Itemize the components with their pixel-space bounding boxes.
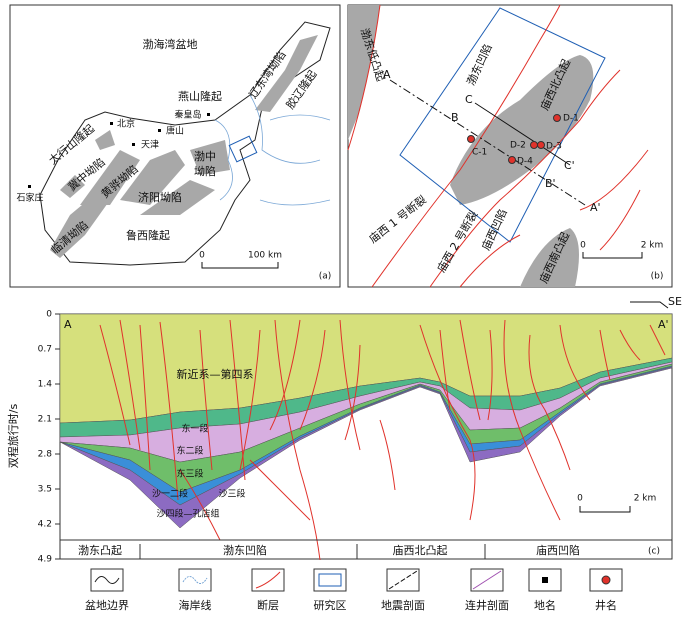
point-label: A (383, 68, 391, 81)
place-label: 秦皇岛 (174, 109, 201, 121)
panel-a: 渤海湾盆地 燕山隆起 秦皇岛 辽东湾坳陷 胶辽隆起 太行山隆起 北京 唐山 天津… (9, 4, 341, 288)
scale-label: 0 (199, 251, 205, 261)
uplift (520, 228, 579, 287)
legend-icon (388, 570, 418, 590)
zone-label: 庙西凹陷 (536, 543, 580, 557)
zone-label: 庙西北凸起 (393, 543, 448, 557)
legend: 盆地边界 海岸线 断层 研究区 地震剖面 连井剖面 地名 井名 (85, 568, 623, 612)
place-label: 渤海湾盆地 (143, 37, 198, 51)
well-label: D-3 (546, 142, 562, 152)
legend-icon (255, 571, 281, 589)
faults (347, 4, 649, 288)
legend-icon (94, 576, 120, 584)
direction-arrow (630, 301, 669, 309)
point-label: B' (545, 177, 556, 190)
zone-label: 渤东凹陷 (223, 543, 267, 557)
scale-bar (201, 262, 279, 269)
y-tick-label: 4.9 (38, 555, 53, 565)
y-tick-label: 2.8 (38, 450, 53, 460)
section-end: A' (658, 318, 669, 331)
place-label: 鲁西隆起 (126, 228, 170, 242)
panel-tag: (c) (648, 547, 660, 557)
y-axis-label: 双程旅行时/s (6, 404, 20, 469)
y-tick-label: 3.5 (38, 485, 52, 495)
scale-label: 100 km (248, 251, 282, 261)
legend-label: 地名 (534, 598, 556, 612)
legend-box (251, 568, 285, 592)
places (28, 113, 210, 188)
legend-label: 研究区 (314, 598, 347, 612)
panel-tag: (a) (319, 272, 332, 282)
legend-label: 断层 (257, 598, 279, 612)
unit-label: 新近系—第四系 (177, 367, 254, 381)
place-label: 燕山隆起 (178, 89, 222, 103)
faults (99, 319, 666, 561)
coastline (214, 94, 331, 206)
unit-label: 沙一二段 (152, 488, 188, 500)
point-label: C (465, 93, 473, 106)
panel-b: 渤东低凸起 渤东凹陷 庙西北凸起 庙西 1 号断裂 庙西 2 号断裂 庙西凹陷 … (347, 4, 673, 288)
place-label: 坳陷 (194, 164, 216, 178)
well-label: D-4 (517, 157, 533, 167)
y-tick-label: 1.4 (38, 380, 53, 390)
legend-label: 盆地边界 (85, 598, 129, 612)
scale-label: 0 (577, 494, 583, 504)
legend-label: 海岸线 (179, 598, 212, 612)
well-label: D-1 (563, 114, 579, 124)
scale-label: 2 km (634, 494, 657, 504)
unit-label: 东二段 (176, 445, 203, 457)
point-label: B (451, 111, 459, 124)
study-area (228, 135, 258, 163)
legend-icon (182, 576, 208, 584)
y-tick-label: 0.7 (38, 345, 52, 355)
y-tick-label: 0 (46, 310, 52, 320)
scale-label: 0 (580, 241, 586, 251)
section-end: A (64, 318, 72, 331)
place-label: 唐山 (166, 125, 184, 137)
place-label: 石家庄 (16, 192, 43, 204)
point-label: A' (590, 201, 601, 214)
study-area (399, 7, 606, 243)
scale-bar (579, 506, 631, 513)
unit-label: 东三段 (176, 468, 203, 480)
legend-icon (318, 573, 342, 587)
zone-dividers (139, 544, 486, 559)
well-section (474, 102, 571, 166)
place-label: 济阳坳陷 (138, 190, 182, 204)
panel-tag: (b) (651, 272, 664, 282)
place-label: 渤中 (194, 150, 216, 163)
scale-bar (582, 252, 643, 259)
y-tick-label: 4.2 (38, 520, 52, 530)
uplift (348, 5, 380, 140)
legend-label: 地震剖面 (381, 598, 425, 612)
legend-icon (542, 577, 548, 583)
legend-icon (601, 575, 611, 585)
well-label: D-2 (510, 141, 526, 151)
scale-label: 2 km (641, 241, 664, 251)
legend-label: 井名 (595, 598, 617, 612)
depressions (50, 35, 318, 258)
unit-label: 沙三段 (218, 488, 245, 500)
stratum (59, 366, 673, 529)
point-label: C' (564, 159, 575, 172)
seismic-section (389, 79, 586, 206)
place-label: 北京 (117, 118, 135, 130)
y-tick-label: 2.1 (38, 415, 52, 425)
legend-label: 连井剖面 (465, 598, 509, 612)
strata (59, 313, 673, 529)
basin-boundary (39, 21, 331, 266)
zone-label: 渤东凸起 (78, 544, 122, 557)
wells (467, 114, 561, 164)
uplift (450, 55, 594, 205)
unit-label: 东一段 (181, 423, 208, 435)
well-label: C-1 (472, 148, 487, 158)
place-label: 天津 (141, 140, 159, 151)
legend-icon (472, 570, 502, 590)
unit-label: 沙四段—孔店组 (156, 508, 219, 520)
panel-c: SE A A' 新近系—第四系 东一段 东二段 东三段 沙一二段 沙三段 沙四段… (6, 295, 682, 565)
direction-label: SE (668, 295, 682, 308)
